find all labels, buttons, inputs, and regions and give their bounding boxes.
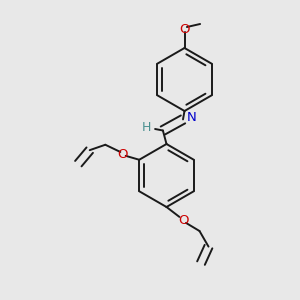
Text: O: O [178, 214, 188, 227]
Text: O: O [118, 148, 128, 161]
Text: O: O [179, 23, 190, 36]
Text: N: N [187, 111, 196, 124]
Text: H: H [142, 121, 152, 134]
